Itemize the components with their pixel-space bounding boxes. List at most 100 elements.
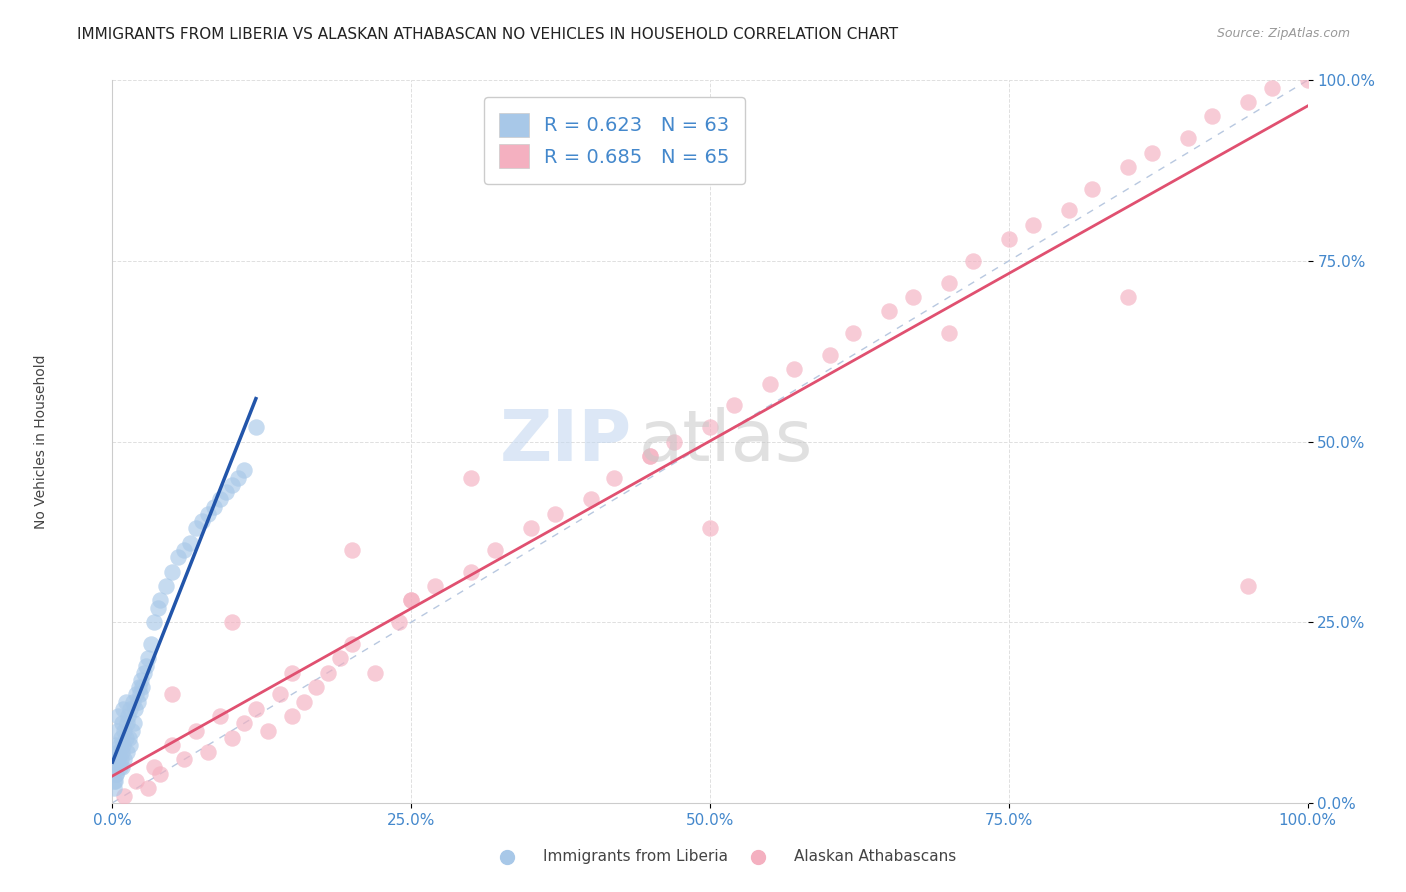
- Point: [723, 398, 745, 412]
- Point: [1261, 80, 1284, 95]
- Point: [401, 593, 423, 607]
- Legend: R = 0.623   N = 63, R = 0.685   N = 65: R = 0.623 N = 63, R = 0.685 N = 65: [484, 97, 745, 184]
- Point: [128, 680, 150, 694]
- Point: [108, 738, 131, 752]
- Point: [1237, 579, 1260, 593]
- Point: [162, 687, 183, 701]
- Point: [962, 253, 984, 268]
- Point: [579, 492, 602, 507]
- Point: [221, 478, 243, 492]
- Point: [143, 615, 166, 630]
- Point: [111, 716, 134, 731]
- Point: [699, 521, 721, 535]
- Point: [114, 695, 136, 709]
- Point: [938, 326, 960, 341]
- Point: [1118, 160, 1140, 174]
- Point: [138, 781, 160, 796]
- Point: [138, 651, 160, 665]
- Point: [173, 542, 195, 557]
- Point: [209, 709, 232, 723]
- Point: [105, 752, 128, 766]
- Point: [460, 471, 482, 485]
- Point: [640, 449, 662, 463]
- Point: [1057, 203, 1080, 218]
- Point: [110, 752, 132, 766]
- Point: [114, 723, 135, 738]
- Point: [233, 463, 256, 477]
- Point: [281, 665, 304, 680]
- Point: [1177, 131, 1199, 145]
- Text: atlas: atlas: [638, 407, 813, 476]
- Point: [938, 276, 960, 290]
- Point: [104, 774, 127, 789]
- Point: [118, 731, 141, 745]
- Point: [879, 304, 901, 318]
- Point: [131, 680, 153, 694]
- Point: [364, 665, 387, 680]
- Point: [117, 709, 139, 723]
- Point: [108, 797, 131, 811]
- Point: [543, 507, 565, 521]
- Point: [340, 637, 363, 651]
- Point: [105, 767, 128, 781]
- Point: [149, 593, 172, 607]
- Point: [120, 702, 142, 716]
- Point: [167, 550, 190, 565]
- Point: [1118, 290, 1140, 304]
- Text: Alaskan Athabascans: Alaskan Athabascans: [793, 849, 956, 864]
- Point: [998, 232, 1021, 246]
- Point: [209, 492, 232, 507]
- Point: [197, 745, 219, 759]
- Point: [245, 420, 267, 434]
- Point: [460, 565, 482, 579]
- Point: [221, 731, 243, 745]
- Point: [191, 514, 214, 528]
- Point: [186, 723, 208, 738]
- Point: [114, 789, 135, 803]
- Point: [329, 651, 352, 665]
- Text: No Vehicles in Household: No Vehicles in Household: [34, 354, 48, 529]
- Point: [340, 542, 363, 557]
- Point: [305, 680, 328, 694]
- Text: Immigrants from Liberia: Immigrants from Liberia: [543, 849, 728, 864]
- Point: [520, 521, 543, 535]
- Point: [111, 760, 134, 774]
- Point: [281, 709, 304, 723]
- Point: [173, 752, 195, 766]
- Point: [103, 774, 125, 789]
- Point: [143, 760, 166, 774]
- Point: [121, 695, 143, 709]
- Point: [132, 665, 155, 680]
- Point: [125, 774, 148, 789]
- Point: [221, 615, 243, 630]
- Text: Source: ZipAtlas.com: Source: ZipAtlas.com: [1216, 27, 1350, 40]
- Point: [1081, 182, 1104, 196]
- Point: [603, 471, 626, 485]
- Point: [155, 579, 177, 593]
- Point: [112, 702, 135, 716]
- Point: [135, 658, 157, 673]
- Point: [197, 507, 219, 521]
- Point: [162, 565, 183, 579]
- Point: [129, 687, 152, 701]
- Point: [664, 434, 686, 449]
- Point: [108, 760, 131, 774]
- Point: [114, 752, 135, 766]
- Point: [903, 290, 925, 304]
- Point: [114, 731, 136, 745]
- Point: [107, 745, 129, 759]
- Point: [105, 767, 128, 781]
- Point: [759, 376, 782, 391]
- Point: [162, 738, 183, 752]
- Text: IMMIGRANTS FROM LIBERIA VS ALASKAN ATHABASCAN NO VEHICLES IN HOUSEHOLD CORRELATI: IMMIGRANTS FROM LIBERIA VS ALASKAN ATHAB…: [77, 27, 898, 42]
- Point: [105, 738, 128, 752]
- Point: [111, 745, 134, 759]
- Point: [179, 535, 201, 549]
- Point: [215, 485, 238, 500]
- Point: [139, 637, 162, 651]
- Point: [105, 797, 128, 811]
- Point: [245, 702, 267, 716]
- Point: [129, 673, 152, 687]
- Point: [783, 362, 806, 376]
- Point: [107, 752, 129, 766]
